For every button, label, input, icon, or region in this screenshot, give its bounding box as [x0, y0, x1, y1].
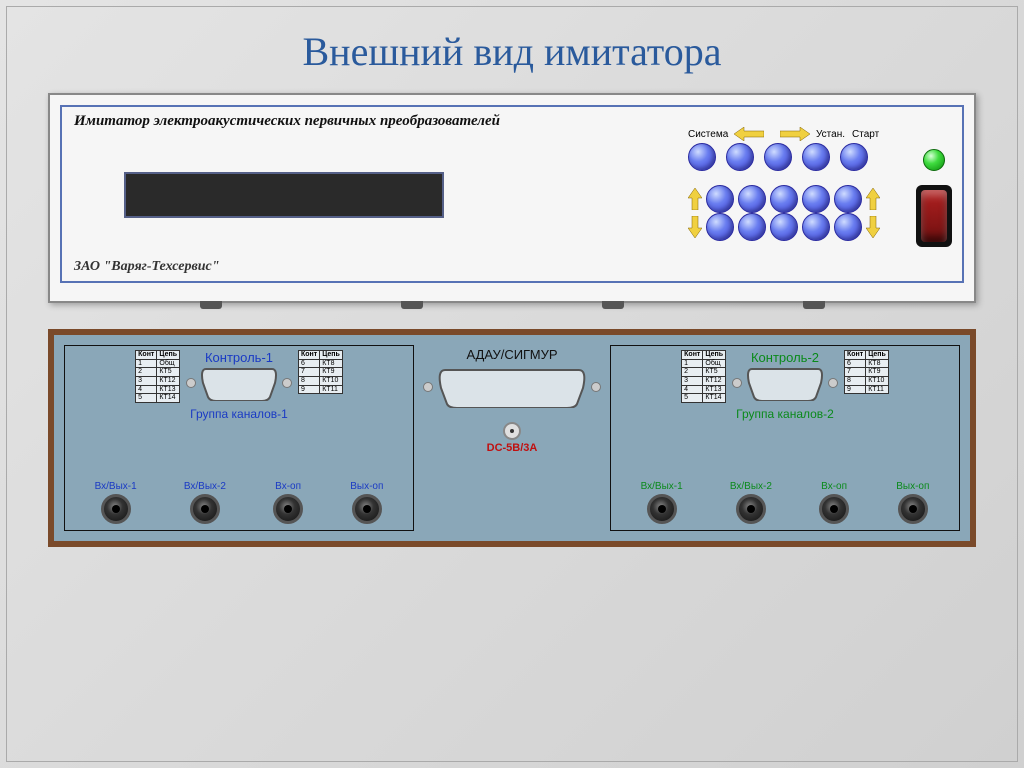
- rocker-icon: [921, 190, 947, 242]
- grid-button[interactable]: [738, 213, 766, 241]
- label-start: Старт: [852, 129, 879, 140]
- jack-label: Вых-оп: [896, 481, 929, 492]
- front-panel: Имитатор электроакустических первичных п…: [48, 93, 976, 303]
- group-2: КонтЦепь1Общ2КТ53КТ124КТ135КТ14 Контроль-…: [610, 345, 960, 531]
- bnc-jack-icon: [273, 494, 303, 524]
- arrow-down-icon: [688, 216, 702, 238]
- pin-table: КонтЦепь6КТ87КТ98КТ109КТ11: [298, 350, 343, 394]
- menu-button[interactable]: [802, 143, 830, 171]
- power-led-icon: [923, 149, 945, 171]
- group-title: Контроль-2: [751, 350, 819, 365]
- bnc-jack-icon: [101, 494, 131, 524]
- arrow-up-icon: [688, 188, 702, 210]
- jack-label: Вх/Вых-1: [641, 481, 683, 492]
- dsub-icon: [746, 367, 824, 401]
- device-title: Имитатор электроакустических первичных п…: [74, 113, 952, 130]
- feet: [110, 301, 914, 309]
- screw-icon: [828, 378, 838, 388]
- foot-icon: [803, 301, 825, 309]
- dsub-icon: [200, 367, 278, 401]
- grid-button[interactable]: [834, 213, 862, 241]
- jack-label: Вх/Вых-2: [730, 481, 772, 492]
- grid-button[interactable]: [706, 213, 734, 241]
- front-panel-face: Имитатор электроакустических первичных п…: [60, 105, 964, 283]
- group-subtitle: Группа каналов-1: [71, 407, 407, 421]
- dc-jack-icon: [503, 422, 521, 440]
- label-system: Система: [688, 129, 728, 140]
- jack-label: Вых-оп: [350, 481, 383, 492]
- button-grid: Система Устан. Старт: [688, 143, 880, 241]
- arrow-right-icon: [780, 127, 810, 141]
- foot-icon: [200, 301, 222, 309]
- jack-label: Вх-оп: [275, 481, 301, 492]
- bnc-jack-icon: [819, 494, 849, 524]
- screw-icon: [282, 378, 292, 388]
- grid-button[interactable]: [802, 213, 830, 241]
- group-title: Контроль-1: [205, 350, 273, 365]
- foot-icon: [602, 301, 624, 309]
- pin-table: КонтЦепь6КТ87КТ98КТ109КТ11: [844, 350, 889, 394]
- lcd-display: [124, 172, 444, 218]
- grid-button[interactable]: [706, 185, 734, 213]
- jack-label: Вх/Вых-1: [95, 481, 137, 492]
- screw-icon: [186, 378, 196, 388]
- menu-button[interactable]: [764, 143, 792, 171]
- label-set: Устан.: [816, 129, 845, 140]
- arrow-left-icon: [734, 127, 764, 141]
- grid-button[interactable]: [738, 185, 766, 213]
- foot-icon: [401, 301, 423, 309]
- grid-button[interactable]: [770, 185, 798, 213]
- menu-button[interactable]: [688, 143, 716, 171]
- menu-button[interactable]: [726, 143, 754, 171]
- bnc-jack-icon: [352, 494, 382, 524]
- bnc-jack-icon: [190, 494, 220, 524]
- pin-table: КонтЦепь1Общ2КТ53КТ124КТ135КТ14: [681, 350, 726, 403]
- menu-button[interactable]: [840, 143, 868, 171]
- jack-label: Вх/Вых-2: [184, 481, 226, 492]
- manufacturer-label: ЗАО "Варяг-Техсервис": [74, 259, 952, 275]
- grid-button[interactable]: [834, 185, 862, 213]
- grid-button[interactable]: [802, 185, 830, 213]
- arrow-down-icon: [866, 216, 880, 238]
- pin-table: КонтЦепь1Общ2КТ53КТ124КТ135КТ14: [135, 350, 180, 403]
- group-subtitle: Группа каналов-2: [617, 407, 953, 421]
- power-switch[interactable]: [916, 185, 952, 247]
- bnc-jack-icon: [647, 494, 677, 524]
- grid-button[interactable]: [770, 213, 798, 241]
- arrow-up-icon: [866, 188, 880, 210]
- jack-label: Вх-оп: [821, 481, 847, 492]
- screw-icon: [732, 378, 742, 388]
- bnc-jack-icon: [898, 494, 928, 524]
- group-1: КонтЦепь1Общ2КТ53КТ124КТ135КТ14 Контроль-…: [64, 345, 414, 531]
- bnc-jack-icon: [736, 494, 766, 524]
